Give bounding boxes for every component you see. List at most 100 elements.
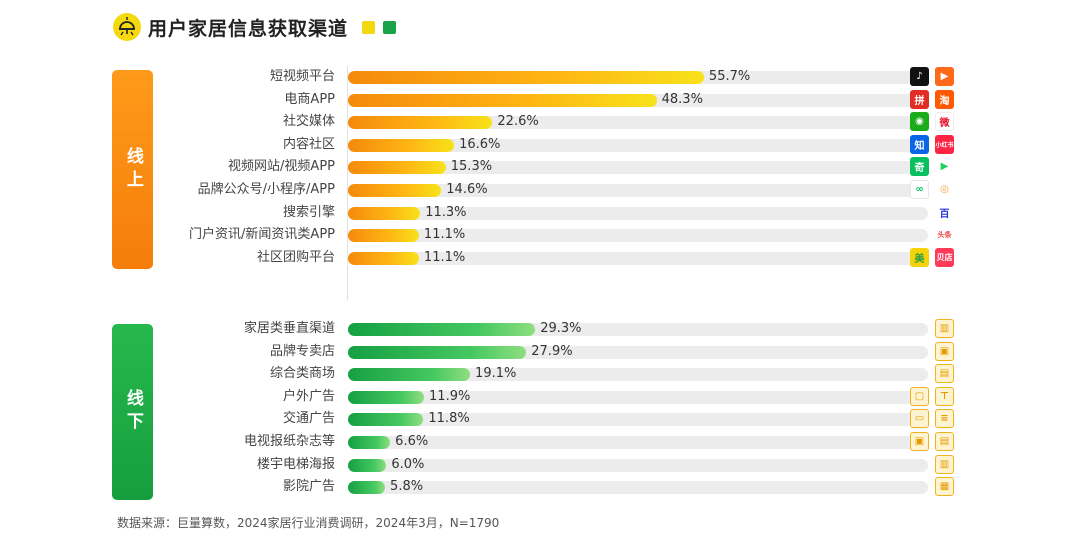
channel-icons: 百 [935, 202, 954, 222]
offline-section-label: 线下 [122, 389, 143, 435]
channel-icons: ▣ ▤ [910, 432, 954, 451]
category-label: 视频网站/视频APP [228, 159, 335, 175]
iqiyi-icon: 奇 [910, 157, 929, 177]
xiaohongshu-icon: 小红书 [935, 134, 954, 154]
channel-icons: 头条 [935, 225, 954, 245]
taobao-icon: 淘 [935, 89, 954, 109]
mini-program-icon: ∞ [910, 180, 929, 199]
value-label: 55.7% [708, 69, 751, 84]
chart-axis-line [347, 66, 348, 300]
elevator-icon: ▥ [935, 454, 954, 474]
bar-track [348, 161, 928, 175]
value-label: 11.9% [429, 388, 471, 404]
outdoor-sign-icon: ⊤ [935, 386, 954, 406]
billboard-icon: ▢ [910, 386, 929, 406]
value-label: 15.3% [450, 159, 493, 175]
bar-row: 楼宇电梯海报 6.0% ▥ [0, 454, 1080, 474]
shopping-mall-icon: ▤ [935, 364, 954, 384]
category-label: 综合类商场 [269, 366, 335, 382]
source-footnote: 数据来源：巨量算数，2024家居行业消费调研，2024年3月，N=1790 [117, 516, 500, 530]
bar [348, 161, 446, 175]
bar [348, 481, 386, 495]
tencent-video-icon: ▶ [935, 157, 954, 177]
baidu-icon: 百 [935, 202, 954, 222]
bar-row: 社交媒体 22.6% ◉ 微 [0, 112, 1080, 132]
bar-row: 品牌公众号/小程序/APP 14.6% ∞ ◎ [0, 180, 1080, 199]
online-section-tab: 线上 [112, 70, 153, 269]
bar [348, 436, 391, 449]
meituan-icon: 美 [910, 247, 929, 267]
value-label: 29.3% [540, 321, 582, 336]
bar-track [348, 138, 928, 152]
bar [348, 206, 421, 220]
category-label: 楼宇电梯海报 [256, 456, 335, 472]
value-label: 6.6% [395, 434, 429, 449]
value-label: 16.6% [459, 136, 501, 152]
category-label: 电视报纸杂志等 [243, 434, 335, 449]
channel-icons: 美贝店 [910, 247, 954, 267]
category-label: 家居类垂直渠道 [243, 321, 335, 336]
online-section-label: 线上 [122, 146, 143, 193]
bar [348, 390, 425, 404]
bar [348, 345, 527, 359]
pinduoduo-icon: 拼 [910, 89, 929, 109]
bar-track [348, 436, 928, 449]
bar-track [348, 251, 928, 265]
bar [348, 229, 419, 243]
value-label: 14.6% [446, 182, 488, 197]
channel-icons: ♪ ▶ [910, 67, 954, 86]
toutiao-icon: 头条 [935, 225, 954, 245]
bar-row: 电商APP 48.3% 拼淘 [0, 89, 1080, 109]
bar [348, 458, 387, 472]
bar-row: 户外广告 11.9% ▢ ⊤ [0, 386, 1080, 406]
category-label: 品牌专卖店 [269, 343, 335, 359]
brand-store-icon: ▣ [935, 341, 954, 361]
bar-row: 社区团购平台 11.1% 美贝店 [0, 247, 1080, 267]
value-label: 48.3% [661, 91, 703, 107]
value-label: 11.1% [423, 249, 466, 265]
bar-row: 家居类垂直渠道 29.3% ▥ [0, 319, 1080, 338]
channel-icons: ▤ [935, 364, 954, 384]
bar [348, 93, 657, 107]
bar-row: 短视频平台 55.7% ♪ ▶ [0, 67, 1080, 86]
bar-row: 影院广告 5.8% ▦ [0, 477, 1080, 497]
value-label: 11.1% [423, 227, 466, 243]
channel-icons: ▥ [935, 454, 954, 474]
bar [348, 413, 424, 427]
offline-section-tab: 线下 [112, 324, 153, 500]
bar-row: 综合类商场 19.1% ▤ [0, 364, 1080, 384]
cinema-icon: ▦ [935, 477, 954, 497]
channel-icons: 拼淘 [910, 89, 954, 109]
chart-title: 用户家居信息获取渠道 [148, 17, 349, 40]
bar [348, 323, 536, 336]
legend-square-yellow [362, 20, 376, 34]
bar-row: 交通广告 11.8% ▭ ≡ [0, 409, 1080, 429]
channel-icons: ◉ 微 [910, 112, 954, 132]
channel-icons: ▭ ≡ [910, 409, 954, 429]
category-label: 短视频平台 [269, 69, 335, 84]
furniture-store-icon: ▥ [935, 319, 954, 338]
value-label: 22.6% [497, 114, 539, 130]
bar-track [348, 184, 928, 197]
bar-track [348, 481, 928, 495]
channel-icons: ▢ ⊤ [910, 386, 954, 406]
wechat-icon: ◉ [910, 112, 929, 132]
category-label: 社交媒体 [282, 114, 335, 130]
category-label: 电商APP [284, 91, 335, 107]
zhihu-icon: 知 [910, 134, 929, 154]
channel-icons: 知小红书 [910, 134, 954, 154]
category-label: 品牌公众号/小程序/APP [197, 182, 335, 197]
category-label: 影院广告 [282, 479, 335, 495]
kuaishou-icon: ▶ [935, 67, 954, 86]
bar-row: 视频网站/视频APP 15.3% 奇 ▶ [0, 157, 1080, 177]
tiktok-icon: ♪ [910, 67, 929, 86]
channel-icons: ∞ ◎ [910, 180, 954, 199]
category-label: 社区团购平台 [256, 249, 335, 265]
bar [348, 184, 442, 197]
value-label: 19.1% [475, 366, 517, 382]
beidian-icon: 贝店 [935, 247, 954, 267]
bar-track [348, 458, 928, 472]
weibo-icon: 微 [935, 112, 954, 132]
bar-row: 电视报纸杂志等 6.6% ▣ ▤ [0, 432, 1080, 451]
value-label: 11.8% [428, 411, 470, 427]
